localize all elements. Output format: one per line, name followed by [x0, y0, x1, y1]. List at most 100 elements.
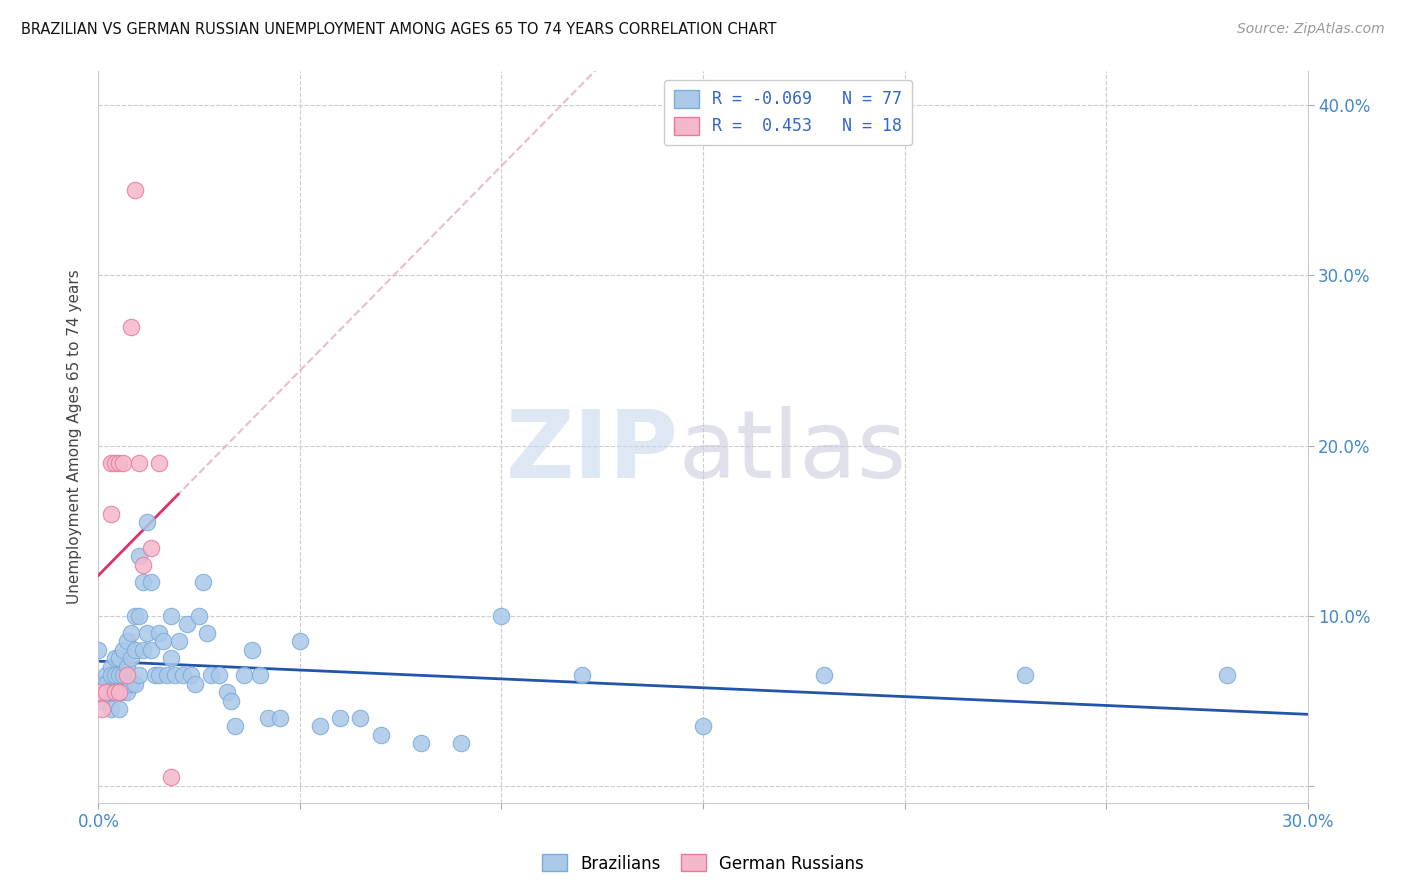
Point: [128, 668, 150, 682]
Point: [100, 456, 122, 470]
Point: [269, 711, 291, 725]
Point: [160, 770, 183, 784]
Point: [100, 702, 122, 716]
Y-axis label: Unemployment Among Ages 65 to 74 years: Unemployment Among Ages 65 to 74 years: [67, 269, 83, 605]
Point: [200, 668, 222, 682]
Point: [148, 625, 170, 640]
Point: [329, 711, 352, 725]
Point: [240, 642, 263, 657]
Point: [132, 558, 155, 572]
Text: ZIP: ZIP: [506, 406, 679, 498]
Point: [107, 685, 129, 699]
Point: [87, 642, 110, 657]
Point: [349, 711, 371, 725]
Point: [115, 685, 138, 699]
Point: [132, 642, 155, 657]
Point: [208, 668, 231, 682]
Point: [115, 634, 138, 648]
Point: [491, 608, 513, 623]
Point: [111, 668, 134, 682]
Point: [96, 668, 118, 682]
Point: [124, 608, 146, 623]
Point: [232, 668, 254, 682]
Point: [135, 625, 157, 640]
Point: [87, 685, 110, 699]
Point: [103, 685, 125, 699]
Point: [107, 651, 129, 665]
Point: [100, 668, 122, 682]
Point: [1014, 668, 1036, 682]
Point: [103, 685, 125, 699]
Point: [450, 736, 472, 750]
Point: [128, 608, 150, 623]
Point: [139, 574, 162, 589]
Text: Source: ZipAtlas.com: Source: ZipAtlas.com: [1237, 22, 1385, 37]
Point: [124, 183, 146, 197]
Point: [120, 651, 142, 665]
Point: [111, 642, 134, 657]
Point: [217, 685, 239, 699]
Point: [176, 617, 198, 632]
Point: [103, 668, 125, 682]
Point: [180, 668, 202, 682]
Point: [111, 456, 134, 470]
Point: [132, 574, 155, 589]
Point: [115, 659, 138, 673]
Point: [370, 728, 392, 742]
Point: [249, 668, 271, 682]
Point: [107, 456, 129, 470]
Text: atlas: atlas: [679, 406, 907, 498]
Point: [111, 685, 134, 699]
Point: [139, 541, 162, 555]
Point: [195, 625, 218, 640]
Point: [124, 642, 146, 657]
Point: [160, 608, 183, 623]
Point: [224, 719, 246, 733]
Point: [1216, 668, 1239, 682]
Legend: R = -0.069   N = 77, R =  0.453   N = 18: R = -0.069 N = 77, R = 0.453 N = 18: [664, 79, 912, 145]
Point: [409, 736, 432, 750]
Point: [156, 668, 179, 682]
Point: [288, 634, 311, 648]
Legend: Brazilians, German Russians: Brazilians, German Russians: [536, 847, 870, 880]
Point: [813, 668, 835, 682]
Point: [124, 677, 146, 691]
Point: [148, 456, 170, 470]
Point: [100, 507, 122, 521]
Point: [135, 515, 157, 529]
Point: [91, 694, 114, 708]
Point: [120, 677, 142, 691]
Point: [128, 456, 150, 470]
Point: [148, 668, 170, 682]
Point: [107, 702, 129, 716]
Point: [139, 642, 162, 657]
Point: [692, 719, 714, 733]
Point: [221, 694, 243, 708]
Point: [571, 668, 593, 682]
Point: [167, 634, 190, 648]
Point: [107, 668, 129, 682]
Point: [96, 677, 118, 691]
Point: [96, 685, 118, 699]
Point: [172, 668, 194, 682]
Point: [152, 634, 174, 648]
Point: [100, 685, 122, 699]
Point: [100, 659, 122, 673]
Point: [120, 625, 142, 640]
Point: [103, 456, 125, 470]
Point: [193, 574, 215, 589]
Point: [143, 668, 166, 682]
Point: [103, 651, 125, 665]
Point: [120, 319, 142, 334]
Text: BRAZILIAN VS GERMAN RUSSIAN UNEMPLOYMENT AMONG AGES 65 TO 74 YEARS CORRELATION C: BRAZILIAN VS GERMAN RUSSIAN UNEMPLOYMENT…: [21, 22, 776, 37]
Point: [188, 608, 211, 623]
Point: [128, 549, 150, 563]
Point: [256, 711, 278, 725]
Point: [163, 668, 186, 682]
Point: [91, 677, 114, 691]
Point: [115, 668, 138, 682]
Point: [160, 651, 183, 665]
Point: [107, 685, 129, 699]
Point: [184, 677, 207, 691]
Point: [91, 702, 114, 716]
